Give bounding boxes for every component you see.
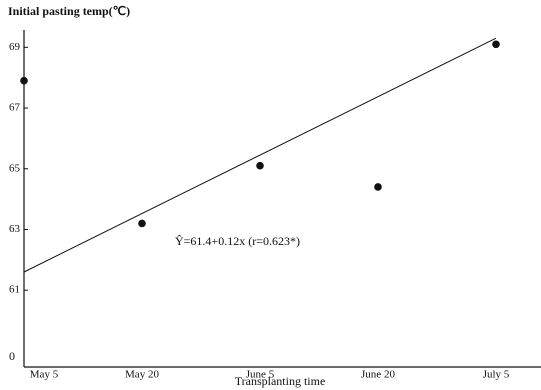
point: [256, 161, 264, 170]
y-tick-label: 67: [9, 102, 21, 114]
y-tick-label: 69: [9, 41, 21, 53]
y-tick-label: 65: [9, 162, 21, 174]
x-tick-label: May 5: [30, 369, 59, 381]
y-tick-label: 61: [9, 284, 20, 296]
x-tick-label: June 20: [361, 369, 395, 381]
x-tick-label: May 20: [125, 369, 159, 381]
point: [492, 40, 500, 49]
x-tick-label: June 5: [246, 369, 275, 381]
point: [138, 219, 146, 228]
y-tick-label: 63: [9, 223, 21, 235]
y-origin-label: 0: [9, 349, 15, 363]
annotation: Ŷ=61.4+0.12x (r=0.623*): [175, 234, 300, 248]
x-tick-label: July 5: [483, 369, 510, 381]
point: [20, 76, 28, 85]
x-axis-title: Transplanting time: [235, 374, 326, 388]
chart-title: Initial pasting temp(℃): [8, 4, 130, 18]
trend-line: [23, 37, 497, 273]
point: [374, 183, 382, 191]
